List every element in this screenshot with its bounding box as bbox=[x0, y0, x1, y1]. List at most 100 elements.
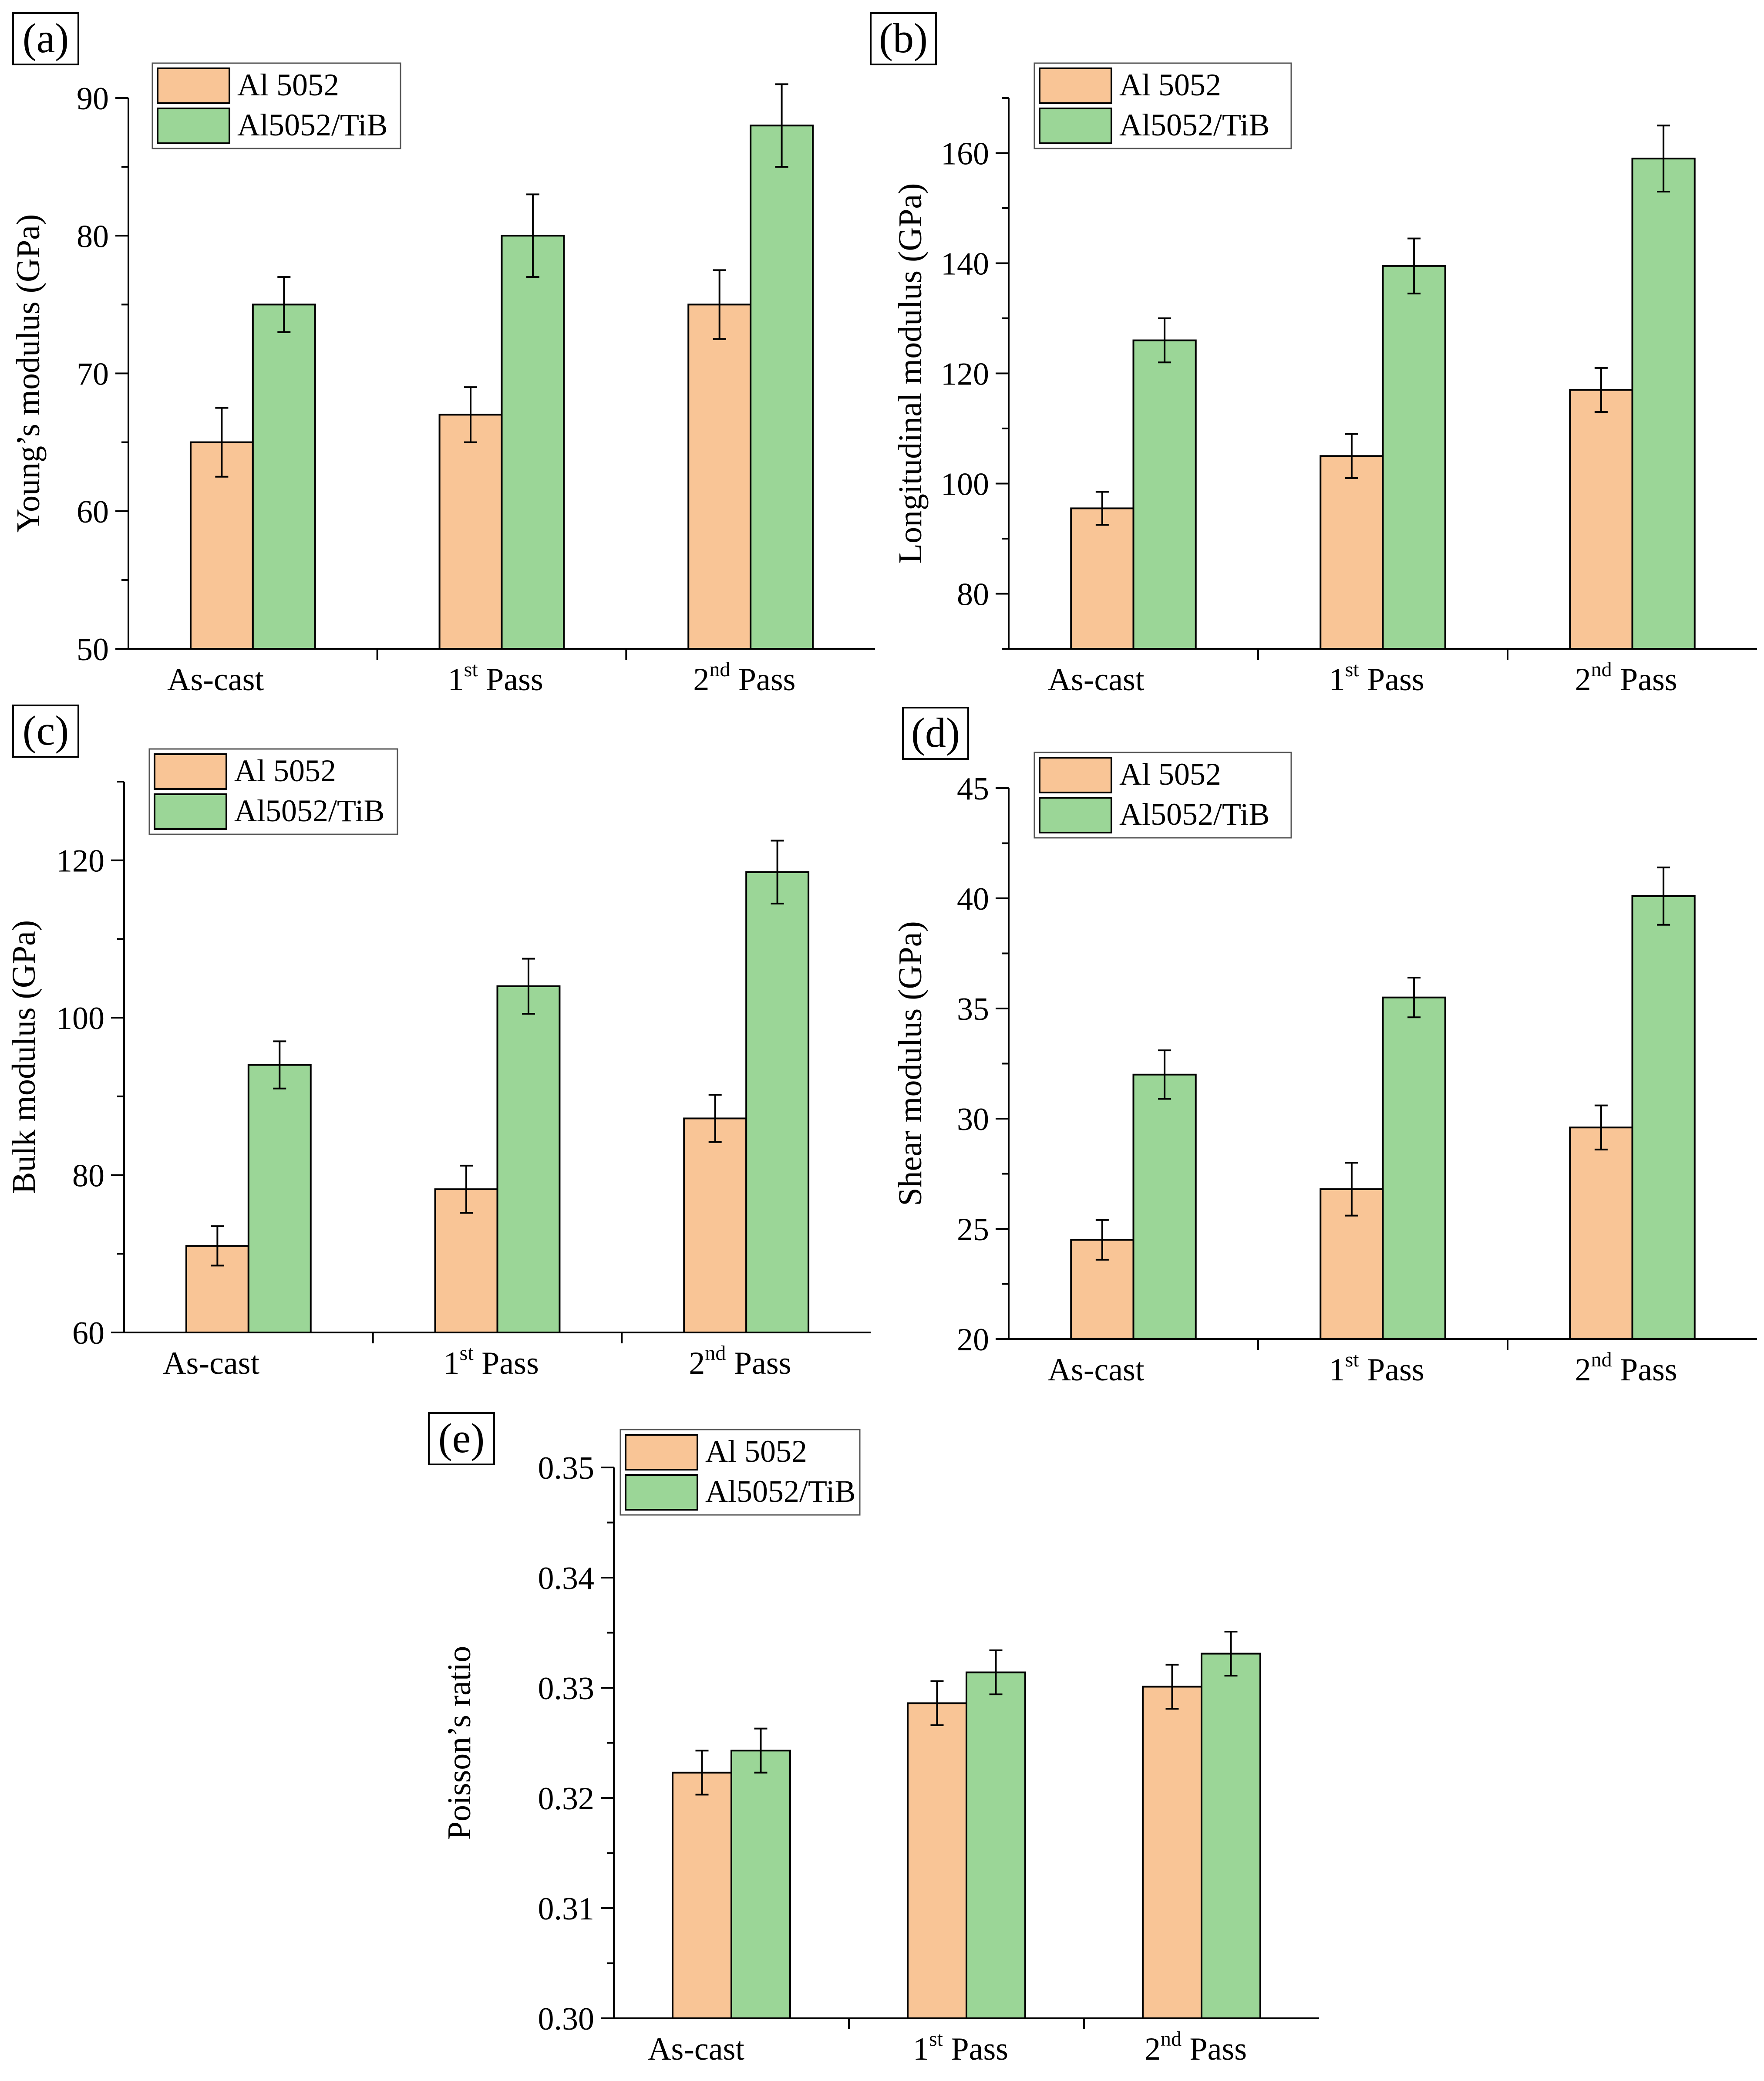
y-tick-label: 0.35 bbox=[538, 1450, 595, 1486]
error-bar-al5052-tib-1 bbox=[1158, 317, 1172, 364]
x-category-text: 1 bbox=[444, 1346, 460, 1381]
legend-label-al5052: Al 5052 bbox=[1119, 67, 1221, 102]
error-bar-al5052-tib-1 bbox=[1158, 1049, 1172, 1100]
x-category-label: 1st Pass bbox=[913, 2027, 1008, 2067]
x-category-label: 1st Pass bbox=[444, 1342, 539, 1381]
x-category-label: As-cast bbox=[1048, 662, 1145, 698]
bar-al5052-tib-3 bbox=[1631, 158, 1696, 650]
legend-swatch-al5052-tib bbox=[157, 108, 230, 144]
error-bar-al5052-tib-2 bbox=[1407, 237, 1421, 295]
x-category-text: 2 bbox=[1145, 2031, 1161, 2067]
error-bar-al5052-tib-3 bbox=[1657, 867, 1670, 926]
legend-swatch-al5052 bbox=[625, 1434, 698, 1471]
x-category-label: As-cast bbox=[648, 2031, 744, 2067]
x-category-sup: nd bbox=[1591, 1348, 1612, 1371]
bar-al5052-tib-3 bbox=[1631, 895, 1696, 1340]
legend: Al 5052 Al5052/TiB bbox=[619, 1429, 861, 1516]
y-tick-label: 160 bbox=[941, 136, 989, 172]
x-category-label: 2nd Pass bbox=[1575, 1348, 1677, 1388]
x-category-sup: st bbox=[464, 658, 478, 681]
bar-al5052-3 bbox=[1569, 1127, 1633, 1340]
y-tick-label: 140 bbox=[941, 246, 989, 282]
x-category-suffix: Pass bbox=[943, 2031, 1008, 2067]
panel-label: (a) bbox=[12, 12, 79, 65]
legend-swatch-al5052-tib bbox=[625, 1474, 698, 1511]
error-bar-al5052-1 bbox=[215, 407, 229, 478]
legend-swatch-al5052-tib bbox=[1039, 108, 1112, 144]
panel-label-text: (b) bbox=[879, 15, 928, 61]
x-category-suffix: Pass bbox=[1359, 1352, 1424, 1388]
x-category-text: 2 bbox=[689, 1346, 705, 1381]
panel-label-text: (d) bbox=[911, 709, 960, 756]
x-category-suffix: Pass bbox=[726, 1346, 791, 1381]
error-bar-al5052-tib-2 bbox=[522, 958, 535, 1015]
x-category-label: 1st Pass bbox=[448, 658, 543, 698]
panel-label: (e) bbox=[428, 1412, 495, 1465]
error-bar-al5052-tib-2 bbox=[526, 193, 539, 278]
y-tick-label: 100 bbox=[941, 467, 989, 503]
x-category-sup: st bbox=[1345, 1348, 1360, 1371]
x-category-text: 2 bbox=[1575, 662, 1591, 698]
y-tick-label: 80 bbox=[957, 577, 989, 613]
y-tick-label: 30 bbox=[957, 1102, 989, 1137]
legend-label-al5052-tib: Al5052/TiB bbox=[237, 108, 387, 142]
error-bar-al5052-3 bbox=[713, 269, 726, 340]
y-axis-title: Longitudinal modulus (GPa) bbox=[892, 183, 929, 564]
panel-label: (c) bbox=[12, 705, 79, 758]
x-category-label: As-cast bbox=[167, 662, 264, 698]
error-bar-al5052-3 bbox=[708, 1094, 722, 1143]
x-category-suffix: Pass bbox=[1359, 662, 1424, 698]
error-bar-al5052-1 bbox=[1095, 491, 1109, 526]
x-category-label: 2nd Pass bbox=[1575, 658, 1677, 698]
x-category-label: 1st Pass bbox=[1329, 1348, 1424, 1388]
x-category-suffix: Pass bbox=[1612, 662, 1677, 698]
bar-al5052-tib-1 bbox=[1132, 1073, 1197, 1340]
error-bar-al5052-tib-3 bbox=[1224, 1630, 1238, 1677]
y-tick-label: 50 bbox=[77, 632, 109, 668]
x-category-text: As-cast bbox=[1048, 1352, 1145, 1388]
x-category-label: As-cast bbox=[1048, 1352, 1145, 1388]
bar-al5052-1 bbox=[1070, 507, 1134, 650]
bar-al5052-tib-2 bbox=[1382, 996, 1446, 1340]
x-category-suffix: Pass bbox=[1182, 2031, 1247, 2067]
legend-label-al5052-tib: Al5052/TiB bbox=[234, 793, 384, 828]
x-category-text: 1 bbox=[913, 2031, 929, 2067]
error-bar-al5052-3 bbox=[1165, 1663, 1179, 1710]
bar-al5052-tib-2 bbox=[1382, 265, 1446, 650]
y-tick-label: 80 bbox=[77, 219, 109, 254]
bar-al5052-tib-2 bbox=[501, 235, 565, 650]
bar-al5052-3 bbox=[1569, 389, 1633, 650]
x-category-text: 1 bbox=[448, 662, 464, 698]
legend-label-al5052: Al 5052 bbox=[705, 1434, 807, 1469]
x-category-suffix: Pass bbox=[730, 662, 795, 698]
bar-al5052-tib-3 bbox=[745, 871, 810, 1334]
legend-swatch-al5052 bbox=[1039, 757, 1112, 793]
bar-al5052-tib-3 bbox=[1201, 1653, 1261, 2019]
panel-label-box bbox=[902, 707, 969, 760]
bar-al5052-tib-1 bbox=[247, 1064, 312, 1333]
y-axis-title: Poisson’s ratio bbox=[441, 1646, 478, 1840]
error-bar-al5052-1 bbox=[695, 1750, 709, 1796]
y-tick-label: 120 bbox=[941, 357, 989, 392]
legend-swatch-al5052 bbox=[154, 753, 227, 790]
error-bar-al5052-3 bbox=[1594, 1104, 1608, 1150]
error-bar-al5052-1 bbox=[1095, 1219, 1109, 1261]
x-category-label: As-cast bbox=[163, 1346, 259, 1381]
x-category-text: As-cast bbox=[167, 662, 264, 698]
panel-label: (b) bbox=[870, 12, 937, 65]
error-bar-al5052-tib-3 bbox=[771, 840, 784, 905]
y-tick-label: 0.33 bbox=[538, 1671, 595, 1707]
x-category-sup: nd bbox=[1591, 658, 1612, 681]
y-tick-label: 100 bbox=[56, 1001, 104, 1036]
bar-al5052-tib-3 bbox=[750, 125, 814, 650]
bar-al5052-tib-1 bbox=[1132, 339, 1197, 650]
panel-label-text: (c) bbox=[23, 707, 69, 754]
error-bar-al5052-2 bbox=[1345, 1162, 1358, 1217]
bar-al5052-3 bbox=[1142, 1686, 1202, 2019]
panel-label-box bbox=[428, 1412, 495, 1465]
error-bar-al5052-tib-3 bbox=[1657, 125, 1670, 193]
bar-al5052-tib-1 bbox=[252, 304, 316, 650]
